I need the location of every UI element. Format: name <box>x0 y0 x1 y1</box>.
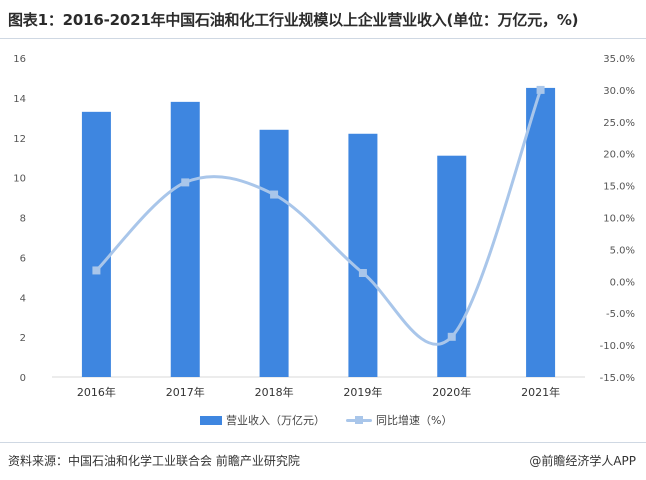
y-left-tick-label: 4 <box>20 293 26 304</box>
y-right-tick-label: 25.0% <box>603 118 635 129</box>
y-left-tick-label: 16 <box>13 54 26 65</box>
growth-point <box>92 266 101 275</box>
x-tick-label: 2016年 <box>77 385 116 399</box>
bar <box>170 101 200 378</box>
x-tick-label: 2017年 <box>166 385 205 399</box>
y-right-tick-label: 5.0% <box>610 245 635 256</box>
legend: 营业收入（万亿元） 同比增速（%） <box>0 412 646 428</box>
bar <box>259 129 289 377</box>
y-left-tick-label: 12 <box>13 134 26 145</box>
legend-item-revenue: 营业收入（万亿元） <box>200 412 325 428</box>
legend-label-growth: 同比增速（%） <box>376 414 453 427</box>
combo-chart: 0 2 4 6 8 10 12 14 16 -15.0% -10.0% -5.0% 0.0% 5.0% 10… <box>13 54 635 399</box>
chart-title: 图表1：2016-2021年中国石油和化工行业规模以上企业营业收入(单位：万亿元… <box>8 11 579 29</box>
bar <box>348 133 378 377</box>
source-note: 资料来源：中国石油和化学工业联合会 前瞻产业研究院 <box>8 454 300 468</box>
title-divider <box>0 38 646 39</box>
chart-area: 0 2 4 6 8 10 12 14 16 -15.0% -10.0% -5.0% 0.0% 5.0% 10… <box>0 40 646 438</box>
footer-divider <box>0 442 646 443</box>
y-right-tick-label: 10.0% <box>603 214 635 225</box>
y-right-tick-label: 35.0% <box>603 54 635 65</box>
credit-note: @前瞻经济学人APP <box>529 454 636 468</box>
growth-point <box>447 332 456 341</box>
y-left-tick-label: 2 <box>20 333 26 344</box>
growth-point <box>536 85 545 94</box>
y-left-tick-label: 10 <box>13 174 26 185</box>
y-left-tick-label: 14 <box>13 94 26 105</box>
y-left-tick-label: 8 <box>20 214 26 225</box>
legend-label-revenue: 营业收入（万亿元） <box>226 414 325 427</box>
bar <box>526 87 556 377</box>
growth-point <box>358 269 367 278</box>
x-tick-label: 2021年 <box>521 385 560 399</box>
x-tick-label: 2018年 <box>255 385 294 399</box>
y-right-tick-label: 30.0% <box>603 86 635 97</box>
growth-point <box>181 178 190 187</box>
y-right-tick-label: 15.0% <box>603 182 635 193</box>
y-right-tick-label: -10.0% <box>600 341 635 352</box>
y-right-tick-label: 0.0% <box>610 277 635 288</box>
x-tick-label: 2019年 <box>343 385 382 399</box>
y-right-tick-label: -15.0% <box>600 373 635 384</box>
growth-line <box>94 88 543 346</box>
growth-point <box>270 190 279 199</box>
x-tick-label: 2020年 <box>432 385 471 399</box>
bar <box>81 111 111 378</box>
y-right-tick-label: -5.0% <box>606 309 635 320</box>
legend-line-swatch <box>346 415 372 425</box>
y-left-tick-label: 6 <box>20 253 26 264</box>
y-right-tick-label: 20.0% <box>603 150 635 161</box>
y-left-tick-label: 0 <box>20 373 26 384</box>
legend-bar-swatch <box>200 415 222 425</box>
legend-item-growth: 同比增速（%） <box>346 412 452 428</box>
